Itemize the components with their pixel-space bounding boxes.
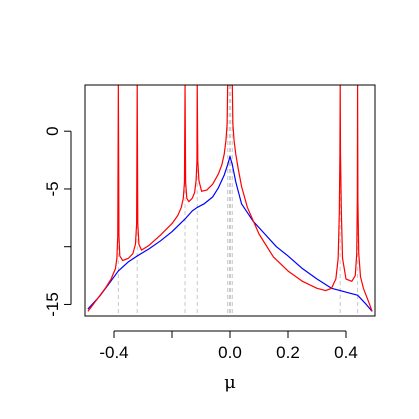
x-axis-title: μ: [224, 372, 236, 393]
x-tick-label: 0.2: [276, 343, 300, 362]
x-tick-label: -0.4: [99, 343, 128, 362]
series-lines: [87, 85, 373, 312]
y-axis: 0 -5 -15: [43, 126, 72, 317]
plot-frame: [84, 84, 376, 317]
y-tick-label: -5: [43, 181, 62, 196]
series-line: [87, 156, 373, 312]
x-tick-label: 0.4: [334, 343, 358, 362]
y-tick-label: -15: [43, 292, 62, 317]
series-line: [87, 85, 373, 312]
x-axis: -0.4 0.0 0.2 0.4: [99, 330, 358, 362]
x-tick-label: 0.0: [218, 343, 242, 362]
y-tick-label: 0: [43, 126, 62, 135]
